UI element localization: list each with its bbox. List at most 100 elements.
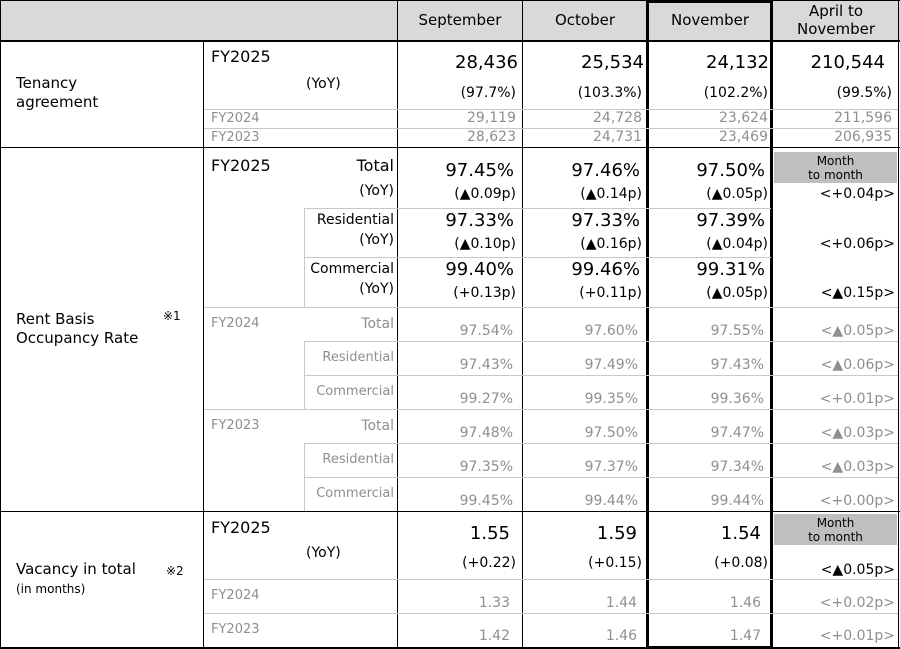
grid-occ-fy24-top: [204, 307, 898, 308]
grid-col-nov-right: [770, 0, 773, 649]
tenancy-oct-yoy: (103.3%): [577, 85, 642, 101]
col-november: November: [670, 11, 750, 29]
occ-fy23-r-nov: 97.34%: [710, 459, 764, 475]
occ-r-oct: 97.33%: [571, 210, 640, 231]
tenancy-sep-yoy: (97.7%): [460, 85, 516, 101]
occ-fy23-residential-label: Residential: [322, 452, 394, 467]
vac-fy23-mm: <+0.01p>: [819, 628, 895, 644]
vac-nov: 1.54: [720, 523, 761, 544]
occ-fy23-r-mm: <▲0.03p>: [820, 459, 895, 475]
occ-t-mm: <+0.04p>: [819, 186, 895, 202]
grid-occ-com-top: [304, 257, 771, 258]
vac-month-to-month: Month to month: [774, 514, 897, 545]
occ-fy2023: FY2023: [211, 418, 260, 433]
occ-fy24-r-nov: 97.43%: [710, 357, 764, 373]
tenancy-label-2: agreement: [16, 93, 99, 111]
occ-fy24-t-sep: 97.54%: [459, 323, 513, 339]
occ-fy24-r-mm: <▲0.06p>: [820, 357, 895, 373]
header-september: [398, 0, 522, 41]
tenancy-apr-yoy: (99.5%): [836, 85, 892, 101]
occ-residential-yoy-label: (YoY): [359, 232, 394, 248]
vac-sep: 1.55: [469, 523, 510, 544]
occ-month-to-month: Month to month: [774, 152, 897, 183]
occ-fy24-c-nov: 99.36%: [710, 391, 764, 407]
occupancy-note: ※1: [163, 309, 181, 323]
vac-fy2025: FY2025: [211, 518, 271, 537]
occupancy-label-2: Occupancy Rate: [16, 329, 139, 347]
header-april-november: [772, 0, 900, 41]
occ-c-sep-yoy: (+0.13p): [453, 285, 516, 301]
col-october: October: [554, 11, 616, 29]
vacancy-label-2: (in months): [16, 582, 86, 596]
occ-fy24-c-sep: 99.27%: [459, 391, 513, 407]
tenancy-sep: 28,436: [455, 52, 518, 73]
occ-fy23-c-sep: 99.45%: [459, 493, 513, 509]
tenancy-fy23-oct: 24,731: [593, 129, 642, 145]
vac-oct: 1.59: [596, 523, 637, 544]
grid-vac-fy23-top: [204, 613, 898, 614]
occ-fy2024: FY2024: [211, 316, 260, 331]
occ-commercial-label: Commercial: [310, 261, 394, 277]
occ-fy24-t-mm: <▲0.05p>: [820, 323, 895, 339]
occ-c-nov-yoy: (▲0.05p): [706, 285, 768, 301]
occ-fy23-total-label: Total: [361, 418, 394, 434]
vac-mm: <▲0.05p>: [820, 562, 895, 578]
tenancy-fy24-oct: 24,728: [593, 110, 642, 126]
occ-t-oct: 97.46%: [571, 160, 640, 181]
grid-tenancy-fy23-top: [204, 128, 898, 129]
vac-fy2023: FY2023: [211, 622, 260, 637]
occ-fy2025: FY2025: [211, 156, 271, 175]
occ-fy23-c-mm: <+0.00p>: [819, 493, 895, 509]
occ-c-mm: <▲0.15p>: [820, 285, 895, 301]
grid-tenancy-bottom: [0, 147, 900, 148]
grid-vac-fy24-top: [204, 579, 898, 580]
vac-mm-line1: Month: [816, 516, 855, 530]
grid-occ-sublabel: [304, 208, 305, 308]
tenancy-yoy-label: (YoY): [306, 76, 341, 92]
vac-fy24-nov: 1.46: [729, 595, 761, 611]
grid-occupancy-bottom: [0, 511, 900, 512]
occ-mm-line1: Month: [816, 154, 855, 168]
occ-commercial-yoy-label: (YoY): [359, 281, 394, 297]
occ-fy23-t-oct: 97.50%: [584, 425, 638, 441]
occ-total-label: Total: [356, 156, 394, 175]
occ-r-nov-yoy: (▲0.04p): [706, 236, 768, 252]
vacancy-note: ※2: [166, 564, 184, 578]
grid-nov-bottom: [646, 646, 773, 649]
grid-col-label: [203, 41, 204, 649]
tenancy-fy24-apr: 211,596: [834, 110, 892, 126]
occ-residential-label: Residential: [316, 212, 394, 228]
header-corner: [0, 0, 398, 41]
grid-tenancy-fy24-top: [204, 109, 898, 110]
grid-header-bottom: [0, 40, 900, 42]
grid-occ-fy23-com-top: [304, 477, 898, 478]
occ-t-oct-yoy: (▲0.14p): [580, 186, 642, 202]
tenancy-fy23-apr: 206,935: [834, 129, 892, 145]
col-april-line2: November: [796, 20, 876, 38]
header-november: [648, 0, 772, 41]
vac-fy24-sep: 1.33: [478, 595, 510, 611]
tenancy-apr: 210,544: [810, 52, 885, 73]
occ-fy24-t-oct: 97.60%: [584, 323, 638, 339]
occ-fy24-total-label: Total: [361, 316, 394, 332]
occ-r-mm: <+0.06p>: [819, 236, 895, 252]
occ-r-oct-yoy: (▲0.16p): [580, 236, 642, 252]
grid-occ-fy23-top: [204, 409, 898, 410]
occ-fy24-c-oct: 99.35%: [584, 391, 638, 407]
tenancy-label-1: Tenancy: [16, 74, 78, 92]
vac-fy23-sep: 1.42: [478, 628, 510, 644]
occ-fy23-commercial-label: Commercial: [316, 486, 394, 501]
grid-occ-res-top: [304, 208, 398, 209]
occ-fy23-t-nov: 97.47%: [710, 425, 764, 441]
grid-right: [898, 0, 899, 649]
grid-bottom: [0, 647, 900, 649]
occ-t-nov: 97.50%: [696, 160, 765, 181]
tenancy-fy23-nov: 23,469: [719, 129, 768, 145]
tenancy-oct: 25,534: [581, 52, 644, 73]
grid-occ-res-top-vals: [398, 208, 771, 209]
tenancy-fy23-sep: 28,623: [467, 129, 516, 145]
occ-t-nov-yoy: (▲0.05p): [706, 186, 768, 202]
occ-t-sep: 97.45%: [445, 160, 514, 181]
occ-fy23-t-mm: <▲0.03p>: [820, 425, 895, 441]
